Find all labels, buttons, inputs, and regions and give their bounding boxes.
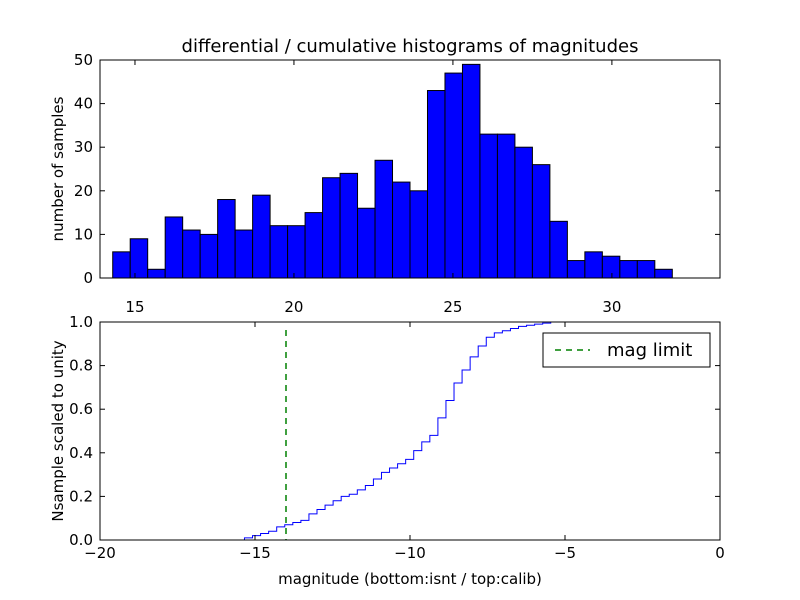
top-x-tick-label: 30 bbox=[602, 298, 621, 316]
histogram-bar bbox=[654, 268, 673, 279]
histogram-bar bbox=[601, 255, 621, 279]
bottom-x-tick-label: −5 bbox=[554, 544, 576, 562]
top-y-tick-label: 50 bbox=[74, 51, 93, 69]
histogram-bar bbox=[374, 159, 394, 279]
histogram-bar bbox=[217, 199, 236, 279]
bottom-x-tick-label: −15 bbox=[239, 544, 271, 562]
top-x-tick-label: 20 bbox=[284, 298, 303, 316]
histogram-bar bbox=[409, 190, 428, 279]
histogram-bar bbox=[619, 260, 638, 279]
histogram-bar bbox=[234, 229, 254, 279]
bottom-x-tick-label: 0 bbox=[715, 544, 725, 562]
top-y-axis-label: number of samples bbox=[49, 96, 67, 241]
top-x-tick-label: 15 bbox=[125, 298, 144, 316]
histogram-bar bbox=[357, 207, 376, 279]
bottom-y-tick-label: 0.4 bbox=[69, 444, 93, 462]
histogram-bar bbox=[461, 63, 481, 279]
histogram-bar bbox=[339, 172, 359, 279]
cumulative-panel: magnitude (bottom:isnt / top:calib) Nsam… bbox=[49, 313, 725, 588]
histogram-bar bbox=[164, 216, 184, 279]
chart-title: differential / cumulative histograms of … bbox=[182, 36, 639, 57]
bottom-x-tick-label: −10 bbox=[394, 544, 426, 562]
bottom-y-tick-label: 0.6 bbox=[69, 400, 93, 418]
histogram-bar bbox=[182, 229, 201, 279]
histogram-bar bbox=[304, 212, 324, 279]
histogram-bar bbox=[584, 251, 603, 279]
bottom-plot-frame bbox=[99, 321, 721, 541]
histogram-bar bbox=[199, 233, 219, 279]
bottom-x-tick-label: −20 bbox=[84, 544, 116, 562]
legend-mag-limit-label: mag limit bbox=[607, 340, 692, 361]
histogram-bar bbox=[392, 181, 411, 279]
top-y-tick-label: 10 bbox=[74, 225, 93, 243]
histogram-bar bbox=[252, 194, 271, 279]
histogram-panel: differential / cumulative histograms of … bbox=[49, 36, 721, 316]
histogram-bar bbox=[269, 225, 289, 279]
legend: mag limit bbox=[542, 332, 711, 368]
histogram-bar bbox=[426, 90, 446, 279]
histogram-bar bbox=[496, 133, 516, 279]
histogram-bar bbox=[322, 177, 341, 279]
top-plot-frame bbox=[99, 59, 721, 279]
bottom-axis-ticks: −20 −15 −10 −5 0 0.0 0.2 0.4 0.6 0.8 1.0 bbox=[69, 313, 725, 562]
histogram-bar bbox=[636, 260, 656, 279]
top-y-tick-label: 30 bbox=[74, 138, 93, 156]
histogram-bar bbox=[566, 260, 586, 279]
top-x-tick-label: 25 bbox=[443, 298, 462, 316]
top-axis-ticks: 15 20 25 30 0 10 20 30 40 50 bbox=[74, 51, 720, 316]
top-y-tick-label: 0 bbox=[83, 269, 93, 287]
histogram-bar bbox=[531, 164, 551, 279]
bottom-x-axis-label: magnitude (bottom:isnt / top:calib) bbox=[278, 570, 542, 588]
bottom-y-tick-label: 0.8 bbox=[69, 357, 93, 375]
histogram-bar bbox=[444, 72, 463, 279]
bottom-y-tick-label: 0.0 bbox=[69, 531, 93, 549]
histogram-bar bbox=[549, 220, 568, 279]
histogram-bar bbox=[479, 133, 498, 279]
histogram-bar bbox=[287, 225, 306, 279]
histogram-bar bbox=[112, 251, 131, 279]
top-y-tick-label: 20 bbox=[74, 182, 93, 200]
bottom-y-tick-label: 0.2 bbox=[69, 487, 93, 505]
histogram-bar bbox=[514, 146, 533, 279]
top-y-tick-label: 40 bbox=[74, 95, 93, 113]
histogram-bar bbox=[147, 268, 166, 279]
cumulative-step-line bbox=[100, 321, 720, 541]
histogram-bar bbox=[129, 238, 149, 279]
bottom-y-tick-label: 1.0 bbox=[69, 313, 93, 331]
bottom-y-axis-label: Nsample scaled to unity bbox=[49, 340, 67, 521]
